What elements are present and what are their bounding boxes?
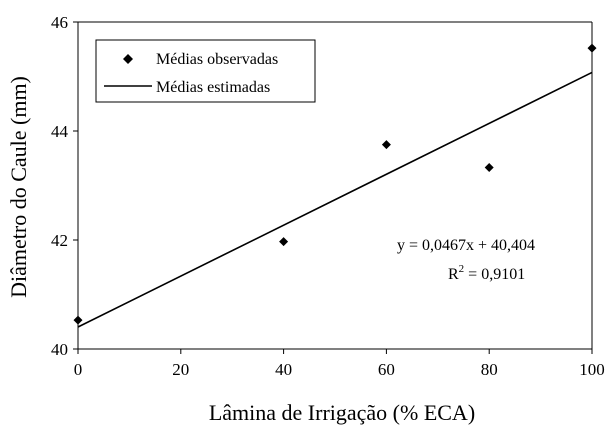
y-tick-label: 42 [51, 231, 68, 250]
legend-diamond-marker [123, 54, 133, 64]
plot-area [77, 21, 593, 350]
x-axis-title: Lâmina de Irrigação (% ECA) [209, 400, 475, 425]
y-tick-label: 40 [51, 340, 68, 359]
y-axis-title: Diâmetro do Caule (mm) [6, 76, 31, 298]
legend-observed-label: Médias observadas [156, 51, 278, 68]
data-point [73, 315, 83, 325]
r-squared-label: R2 = 0,9101 [448, 263, 525, 283]
r-squared-value: = 0,9101 [464, 266, 525, 283]
x-tick-label: 40 [275, 360, 292, 379]
legend: Médias observadas Médias estimadas [95, 39, 316, 103]
data-point [587, 43, 597, 53]
y-tick-label: 44 [51, 122, 69, 141]
x-ticks: 0 20 40 60 80 100 [74, 349, 605, 379]
data-point [279, 237, 289, 247]
y-tick-label: 46 [51, 13, 68, 32]
chart-marks [73, 43, 597, 328]
data-point [484, 163, 494, 173]
data-point [381, 140, 391, 150]
legend-estimated-label: Médias estimadas [156, 79, 270, 96]
legend-box [95, 39, 316, 103]
r-squared-prefix: R [448, 266, 459, 283]
regression-equation: y = 0,0467x + 40,404 [397, 237, 535, 254]
r-squared-superscript: 2 [459, 263, 465, 275]
x-tick-label: 60 [378, 360, 395, 379]
x-tick-label: 80 [481, 360, 498, 379]
regression-line [77, 71, 593, 328]
x-tick-label: 100 [579, 360, 605, 379]
regression-annotation: y = 0,0467x + 40,404 R2 = 0,9101 [397, 237, 535, 283]
x-tick-label: 0 [74, 360, 83, 379]
y-ticks: 40 42 44 46 [51, 13, 78, 359]
x-tick-label: 20 [172, 360, 189, 379]
